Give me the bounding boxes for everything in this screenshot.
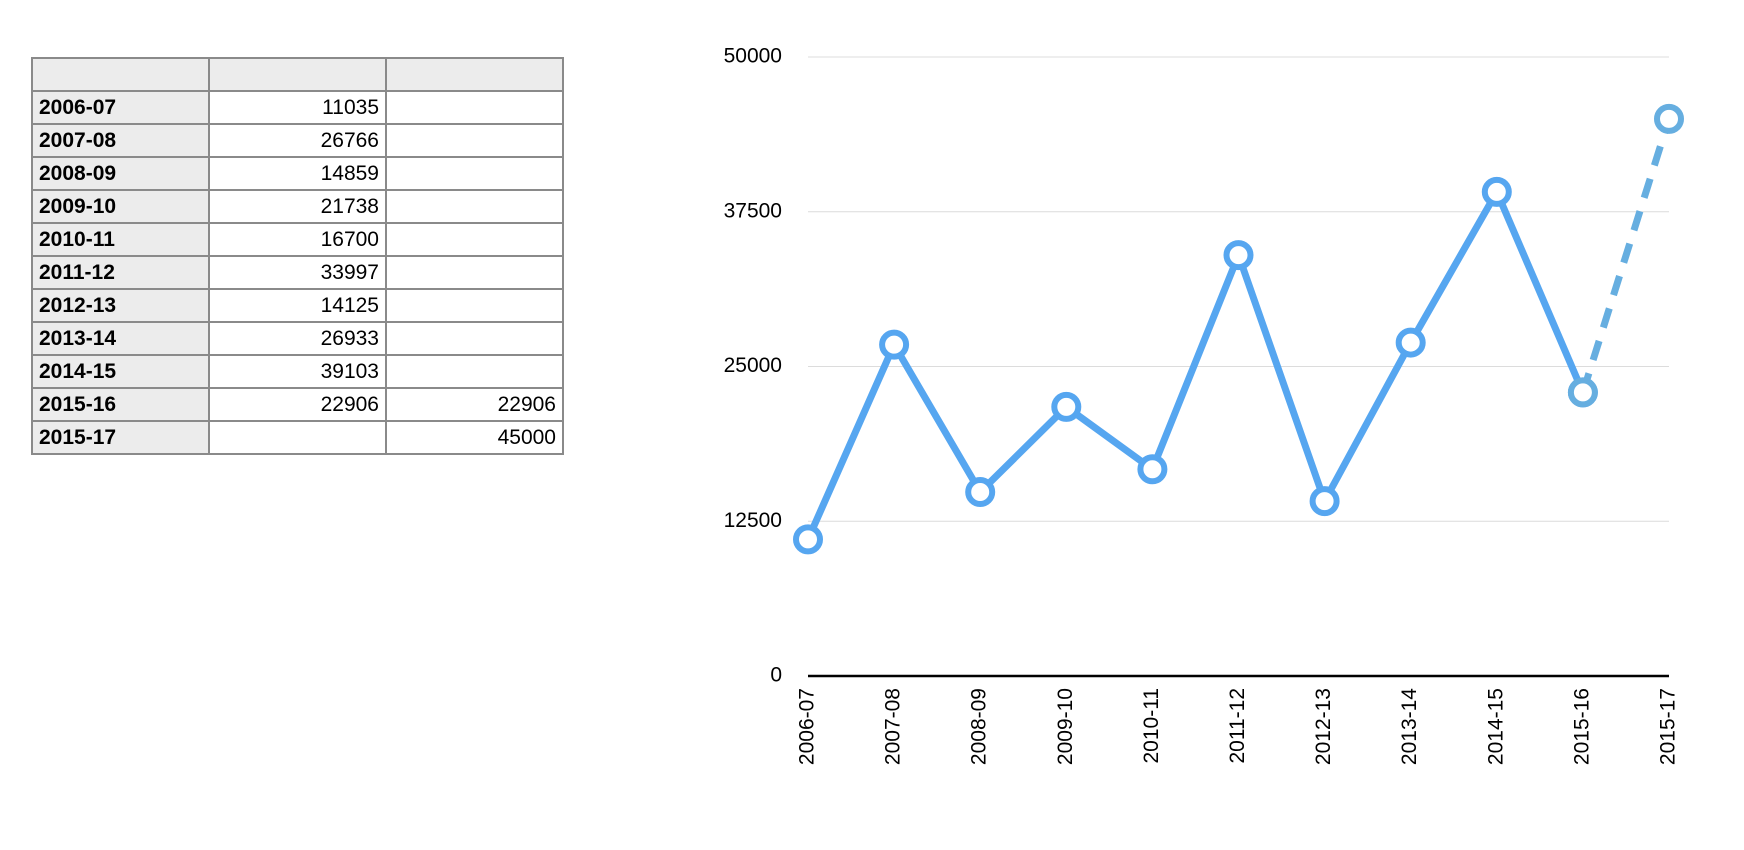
- table-row: 2012-13 14125: [31, 288, 564, 323]
- cell: 39103: [208, 354, 387, 389]
- cell: [385, 321, 564, 356]
- x-tick-label: 2013-14: [1398, 688, 1421, 765]
- x-tick-label: 2014-15: [1484, 688, 1507, 765]
- marker: [1481, 176, 1512, 207]
- cell: [385, 189, 564, 224]
- marker: [1137, 454, 1168, 485]
- cell: 11035: [208, 90, 387, 125]
- table-row: 2014-15 39103: [31, 354, 564, 389]
- marker: [1309, 486, 1340, 517]
- row-label: 2015-17: [31, 420, 210, 455]
- x-tick-label: 2006-07: [796, 688, 819, 765]
- table-row: 2008-09 14859: [31, 156, 564, 191]
- cell: 45000: [385, 420, 564, 455]
- y-tick-label: 25000: [724, 354, 782, 377]
- table-row: 2015-16 22906 22906: [31, 387, 564, 422]
- row-label: 2012-13: [31, 288, 210, 323]
- row-label: 2013-14: [31, 321, 210, 356]
- marker: [1654, 103, 1684, 134]
- row-label: 2006-07: [31, 90, 210, 125]
- data-table: 2006-07 11035 2007-08 26766 2008-09 14859 2009…: [31, 57, 564, 455]
- y-tick-label: 37500: [724, 199, 782, 222]
- y-tick-label: 50000: [724, 45, 782, 68]
- table-row: 2015-17 45000: [31, 420, 564, 455]
- row-label: 2014-15: [31, 354, 210, 389]
- marker: [1223, 240, 1254, 271]
- cell: 14859: [208, 156, 387, 191]
- marker: [1567, 377, 1598, 408]
- cell: [385, 123, 564, 158]
- header-row: [31, 57, 564, 92]
- table-row: 2009-10 21738: [31, 189, 564, 224]
- table-row: 2006-07 11035: [31, 90, 564, 125]
- row-label: 2010-11: [31, 222, 210, 257]
- x-tick-label: 2015-16: [1570, 688, 1593, 765]
- row-label: 2011-12: [31, 255, 210, 290]
- x-tick-label: 2010-11: [1140, 688, 1163, 764]
- marker: [793, 524, 823, 555]
- marker: [1051, 391, 1082, 422]
- line: [1579, 117, 1673, 394]
- cell: 22906: [208, 387, 387, 422]
- cell: 22906: [385, 387, 564, 422]
- row-label: 2009-10: [31, 189, 210, 224]
- x-tick-label: 2011-12: [1226, 688, 1249, 764]
- y-tick-label: 12500: [724, 509, 782, 532]
- cell: [385, 156, 564, 191]
- table-row: 2007-08 26766: [31, 123, 564, 158]
- table-row: 2010-11 16700: [31, 222, 564, 257]
- cell: 26933: [208, 321, 387, 356]
- cell: [385, 255, 564, 290]
- cell: 33997: [208, 255, 387, 290]
- marker: [879, 329, 910, 360]
- cell: 14125: [208, 288, 387, 323]
- cell: 21738: [208, 189, 387, 224]
- x-tick-label: 2015-17: [1657, 688, 1680, 765]
- x-tick-label: 2008-09: [968, 688, 991, 765]
- header-cell: [385, 57, 564, 92]
- cell: [385, 288, 564, 323]
- header-cell: [208, 57, 387, 92]
- table-row: 2011-12 33997: [31, 255, 564, 290]
- cell: [208, 420, 387, 455]
- line: [804, 188, 1587, 541]
- cell: [385, 354, 564, 389]
- marker: [965, 477, 996, 508]
- x-tick-label: 2009-10: [1054, 688, 1077, 765]
- row-label: 2007-08: [31, 123, 210, 158]
- x-tick-label: 2007-08: [882, 688, 905, 765]
- x-tick-label: 2012-13: [1312, 688, 1335, 765]
- cell: [385, 222, 564, 257]
- table-row: 2013-14 26933: [31, 321, 564, 356]
- cell: 26766: [208, 123, 387, 158]
- marker: [1395, 327, 1426, 358]
- cell: [385, 90, 564, 125]
- row-label: 2015-16: [31, 387, 210, 422]
- y-tick-label: 0: [770, 664, 782, 687]
- header-cell: [31, 57, 210, 92]
- cell: 16700: [208, 222, 387, 257]
- row-label: 2008-09: [31, 156, 210, 191]
